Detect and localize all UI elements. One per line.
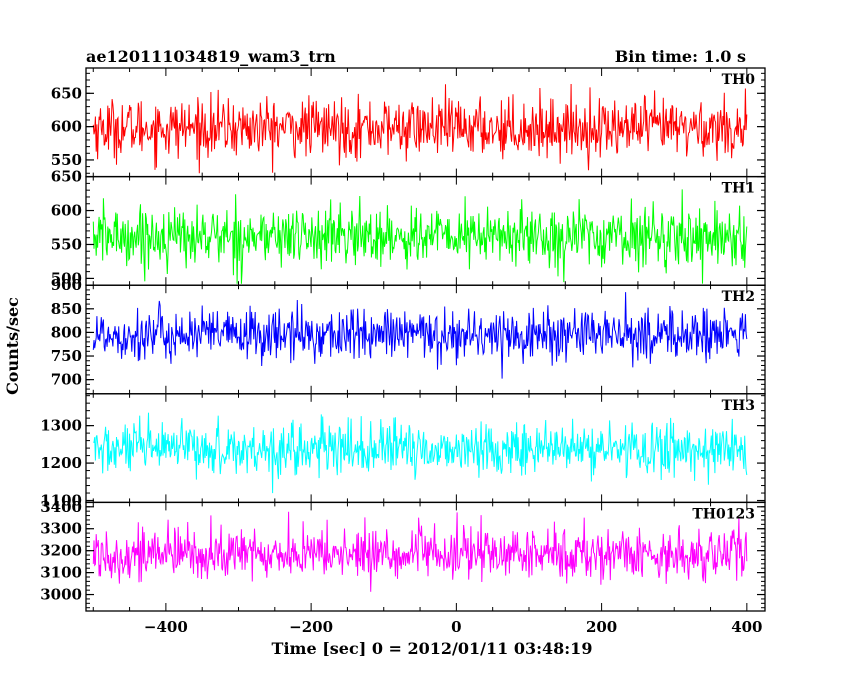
x-tick-label: 0 xyxy=(451,618,461,636)
y-tick-label-th2: 850 xyxy=(51,300,82,318)
y-axis-label: Counts/sec xyxy=(3,297,22,395)
y-tick-label-th3: 1300 xyxy=(40,417,82,435)
series-line-th1 xyxy=(92,189,748,284)
series-line-th2 xyxy=(92,292,748,379)
chart-title: ae120111034819_wam3_trn xyxy=(86,47,336,66)
x-axis-label: Time [sec] 0 = 2012/01/11 03:48:19 xyxy=(272,639,593,658)
x-tick-label: −200 xyxy=(289,618,333,636)
panel-label-th0: TH0 xyxy=(722,72,756,88)
series-line-th0123 xyxy=(92,511,748,592)
y-tick-label-th2: 700 xyxy=(51,371,82,389)
series-line-th3 xyxy=(93,412,748,494)
y-tick-label-th0123: 3000 xyxy=(40,586,82,604)
panel-frame-th0123 xyxy=(85,501,766,612)
panel-label-th2: TH2 xyxy=(722,289,755,305)
y-tick-label-th0123: 3100 xyxy=(40,564,82,582)
bin-time-label: Bin time: 1.0 s xyxy=(615,47,746,66)
x-tick-label: −400 xyxy=(144,618,188,636)
panel-label-th1: TH1 xyxy=(722,181,755,197)
y-tick-label-th0: 650 xyxy=(51,84,82,102)
y-tick-label-th1: 500 xyxy=(51,269,82,287)
y-tick-label-th3: 1200 xyxy=(40,454,82,472)
y-tick-label-th0: 600 xyxy=(51,118,82,136)
y-tick-label-th2: 800 xyxy=(51,323,82,341)
y-tick-label-th2: 750 xyxy=(51,347,82,365)
y-tick-label-th0123: 3200 xyxy=(40,542,82,560)
y-tick-label-th1: 600 xyxy=(51,202,82,220)
panels-group: 550 600 650 TH0 500 550 600 650 TH1 700 750 800 850 9… xyxy=(40,67,766,636)
y-tick-label-th1: 650 xyxy=(51,168,82,186)
y-tick-label-th3: 1100 xyxy=(40,492,82,510)
panel-label-th3: TH3 xyxy=(722,398,755,414)
series-line-th0 xyxy=(92,83,748,174)
y-tick-label-th0: 550 xyxy=(51,151,82,169)
panel-label-th0123: TH0123 xyxy=(692,506,755,522)
x-tick-label: 200 xyxy=(586,618,617,636)
x-tick-label: 400 xyxy=(731,618,762,636)
y-tick-label-th0123: 3400 xyxy=(40,498,82,516)
y-tick-label-th0123: 3300 xyxy=(40,520,82,538)
y-tick-label-th1: 550 xyxy=(51,235,82,253)
y-tick-label-th2: 900 xyxy=(51,276,82,294)
